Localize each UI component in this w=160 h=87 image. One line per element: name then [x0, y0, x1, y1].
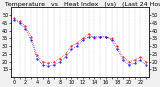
Title: Mil   Temperature   vs   Heat Index   (vs)   (Last 24 Hours): Mil Temperature vs Heat Index (vs) (Last…	[0, 2, 160, 7]
